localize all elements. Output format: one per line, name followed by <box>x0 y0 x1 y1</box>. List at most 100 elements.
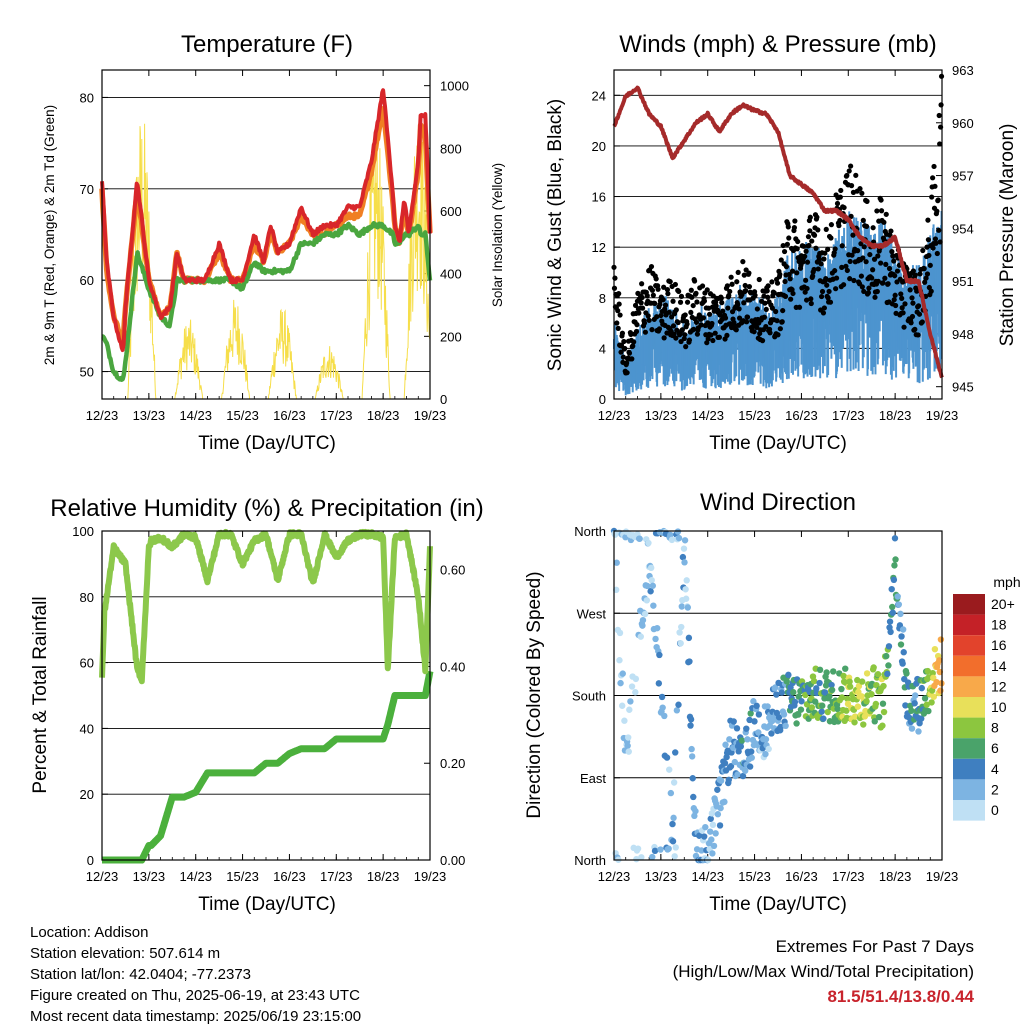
gust-point <box>676 288 682 294</box>
gust-point <box>616 291 622 297</box>
direction-point <box>628 683 636 690</box>
gust-point <box>857 186 863 192</box>
extremes-title: Extremes For Past 7 Days <box>775 937 974 956</box>
gust-point <box>649 287 656 293</box>
direction-point <box>775 714 783 721</box>
gust-point <box>782 293 789 299</box>
gust-point <box>825 295 831 301</box>
direction-point <box>619 670 626 677</box>
legend-swatch <box>953 635 985 656</box>
temperature-xtick-label: 12/23 <box>86 408 119 423</box>
created-text: Figure created on Thu, 2025-06-19, at 23… <box>30 987 360 1004</box>
gust-point <box>642 329 648 335</box>
winds-ytick-label: 12 <box>592 240 606 255</box>
winds-y2tick-label: 957 <box>952 169 974 184</box>
direction-point <box>670 814 677 822</box>
gust-point <box>670 298 676 304</box>
direction-point <box>851 719 858 726</box>
gust-point <box>699 283 706 289</box>
gust-point <box>759 338 766 344</box>
direction-point <box>894 593 901 600</box>
direction-point <box>843 707 850 714</box>
gust-point <box>802 253 808 259</box>
gust-point <box>889 249 895 255</box>
direction-point <box>750 698 757 705</box>
direction-point <box>667 531 674 539</box>
precipitation-line <box>99 670 434 864</box>
gust-point <box>878 208 885 214</box>
legend-swatch <box>953 717 985 739</box>
humidity-xtick-label: 18/23 <box>367 869 400 884</box>
direction-point <box>708 836 715 843</box>
gust-point <box>688 287 694 293</box>
direction-ytick-label: South <box>572 689 606 704</box>
direction-point <box>816 679 823 687</box>
gust-point <box>778 257 784 263</box>
direction-border <box>613 530 943 861</box>
direction-point <box>860 721 867 728</box>
direction-point <box>714 811 722 818</box>
humidity-xtick-label: 16/23 <box>273 869 306 884</box>
winds-xtick-label: 14/23 <box>691 408 724 423</box>
winds-y2tick-label: 954 <box>952 221 974 236</box>
direction-point <box>895 601 903 608</box>
gust-point <box>677 299 684 305</box>
direction-point <box>855 682 863 690</box>
gust-point <box>688 309 694 316</box>
gust-point <box>823 226 829 232</box>
direction-point <box>641 610 649 618</box>
direction-point <box>863 698 870 705</box>
gust-point <box>851 277 857 284</box>
direction-point <box>891 535 899 542</box>
direction-point <box>858 678 866 685</box>
direction-xtick-label: 14/23 <box>691 869 724 884</box>
gust-point <box>932 183 938 189</box>
gust-point <box>744 314 751 320</box>
gust-point <box>661 335 667 341</box>
direction-xtick-label: 17/23 <box>832 869 865 884</box>
gust-point <box>828 235 834 241</box>
direction-point <box>730 718 737 725</box>
gust-point <box>670 323 677 329</box>
gust-point <box>620 354 626 360</box>
direction-point <box>649 582 657 589</box>
gust-point <box>736 315 743 321</box>
gust-point <box>648 263 655 270</box>
gust-point <box>809 238 815 244</box>
direction-point <box>686 658 693 665</box>
direction-point <box>844 695 851 702</box>
direction-point <box>908 707 915 714</box>
direction-point <box>679 553 687 561</box>
direction-point <box>765 745 772 753</box>
gust-point <box>880 280 886 286</box>
humidity-panel: Relative Humidity (%) & Precipitation (i… <box>30 495 484 915</box>
gust-point <box>936 227 942 233</box>
direction-point <box>721 760 729 767</box>
direction-point <box>868 691 875 698</box>
direction-point <box>785 671 792 679</box>
direction-point <box>937 636 945 643</box>
direction-point <box>721 798 728 806</box>
direction-point <box>644 582 651 590</box>
gust-point <box>616 301 622 307</box>
direction-point <box>918 684 925 692</box>
direction-point <box>743 725 750 732</box>
direction-point <box>891 562 898 569</box>
direction-panel: Wind Direction 12/23 13/23 14/23 15/23 16/23 1… <box>524 489 1021 915</box>
direction-point <box>663 754 671 761</box>
temperature-y2tick-label: 1000 <box>440 79 469 94</box>
direction-point <box>671 853 678 860</box>
gust-point <box>781 248 788 255</box>
direction-point <box>731 758 739 766</box>
direction-point <box>672 844 679 851</box>
direction-point <box>675 701 682 708</box>
gust-point <box>655 286 661 292</box>
direction-point <box>773 691 780 698</box>
gust-point <box>761 314 768 320</box>
gust-point <box>672 281 678 288</box>
location-text: Location: Addison <box>30 924 149 941</box>
legend-title: mph <box>993 574 1020 590</box>
gust-point <box>859 190 865 196</box>
gust-point <box>821 305 827 311</box>
gust-point <box>724 283 730 289</box>
